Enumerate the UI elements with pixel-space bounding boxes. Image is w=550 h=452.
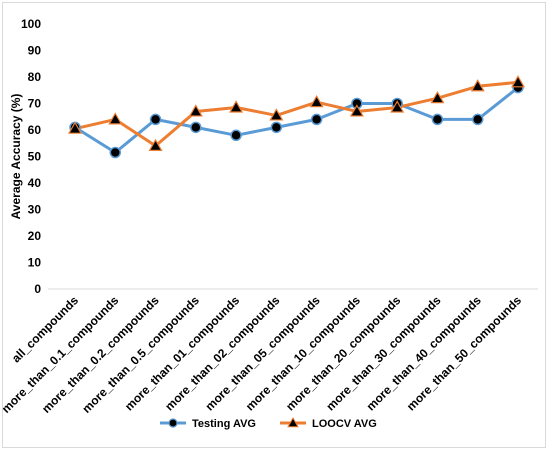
y-tick-label: 30 xyxy=(28,203,42,217)
data-point xyxy=(270,121,283,134)
data-point xyxy=(471,113,484,126)
data-point xyxy=(190,121,202,134)
data-point xyxy=(149,113,162,126)
chart-area xyxy=(2,2,546,448)
series-markers xyxy=(67,75,526,159)
data-point xyxy=(390,100,405,113)
legend-label: Testing AVG xyxy=(192,418,256,430)
data-point xyxy=(67,121,83,134)
y-tick-label: 100 xyxy=(21,17,41,31)
data-point xyxy=(188,104,203,117)
data-point xyxy=(470,79,485,92)
data-point xyxy=(349,104,364,117)
series-line xyxy=(74,86,519,155)
data-point xyxy=(109,146,122,159)
legend: Testing AVG LOOCV AVG xyxy=(160,416,377,430)
data-point xyxy=(269,108,284,121)
y-tick-label: 70 xyxy=(28,97,42,111)
y-tick-label: 90 xyxy=(28,44,42,58)
y-tick-label: 0 xyxy=(34,282,41,296)
data-point xyxy=(108,112,123,125)
x-tick-label: all_compounds xyxy=(9,293,81,365)
legend-marker xyxy=(168,418,178,428)
data-point xyxy=(148,138,163,151)
legend-label: LOOCV AVG xyxy=(312,418,377,430)
data-point xyxy=(310,113,323,126)
data-point xyxy=(431,113,444,126)
x-tick-labels: all_compoundsmore_than_0.1_compoundsmore… xyxy=(0,293,524,416)
series-line xyxy=(74,80,519,148)
y-tick-label: 40 xyxy=(28,176,42,190)
legend-marker xyxy=(287,416,299,428)
series-lines xyxy=(74,80,519,155)
legend-entry: LOOCV AVG xyxy=(280,416,377,430)
y-tick-label: 80 xyxy=(28,70,42,84)
data-point xyxy=(309,94,324,108)
legend-entry: Testing AVG xyxy=(160,418,256,430)
data-point xyxy=(430,90,445,104)
y-axis-title: Average Accuracy (%) xyxy=(9,94,23,220)
data-point xyxy=(510,75,526,88)
data-point xyxy=(229,100,244,113)
y-tick-label: 50 xyxy=(28,150,42,164)
y-tick-label: 10 xyxy=(28,256,42,270)
y-tick-label: 60 xyxy=(28,123,42,137)
y-tick-labels: 0 10 20 30 40 50 60 70 80 90 100 xyxy=(21,17,41,296)
data-point xyxy=(230,129,242,142)
y-tick-label: 20 xyxy=(28,229,42,243)
